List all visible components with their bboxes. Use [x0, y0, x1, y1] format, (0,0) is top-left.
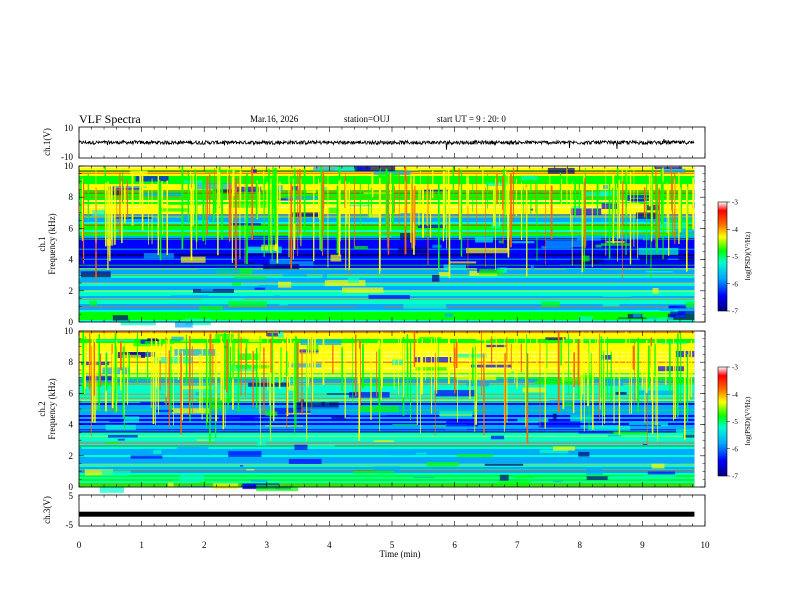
- cb2-ticks-label--4: -4: [732, 391, 738, 399]
- spec2-ytick-2: 2: [69, 451, 74, 461]
- ch2-colorbar-label: log(PSD)(V²/Hz): [744, 396, 752, 445]
- spec1-ytick-8: 8: [69, 192, 74, 202]
- ch3-signal-line: [79, 511, 695, 517]
- ch1-ylabel: ch.1(V): [42, 128, 52, 156]
- ch1-spectrogram-image: [79, 166, 695, 328]
- spec1-ytick-6: 6: [69, 223, 74, 233]
- spec1-ytick-10: 10: [64, 161, 74, 171]
- ch3-ylabel: ch.3(V): [42, 496, 52, 524]
- x-tick-label-0: 0: [77, 540, 82, 550]
- x-tick-label-2: 2: [202, 540, 207, 550]
- cb2-ticks-label--5: -5: [732, 418, 738, 426]
- spec2-ytick-8: 8: [69, 357, 74, 367]
- spec1-ytick-2: 2: [69, 286, 74, 296]
- ch1-colorbar-label: log(PSD)(V²/Hz): [744, 231, 752, 280]
- x-tick-label-7: 7: [515, 540, 520, 550]
- spec2-ytick-10: 10: [64, 326, 74, 336]
- x-tick-label-8: 8: [578, 540, 583, 550]
- ch1-waveform-panel: 10 -10 ch.1(V): [42, 123, 706, 162]
- cb1-ticks-label--4: -4: [732, 226, 738, 234]
- ch3-signal-panel: 5 -5 ch.3(V): [42, 491, 706, 530]
- cb1-ticks-label--3: -3: [732, 199, 738, 207]
- ch3-ytick-bottom: -5: [66, 520, 74, 530]
- ch3-ytick-top: 5: [69, 491, 74, 501]
- station-label: station=OUJ: [344, 114, 390, 124]
- x-tick-label-3: 3: [265, 540, 270, 550]
- start-ut-label: start UT = 9 : 20: 0: [437, 114, 506, 124]
- ch1-channel-label: ch.1: [37, 236, 47, 251]
- cb2-ticks-label--3: -3: [732, 364, 738, 372]
- spec2-ytick-0: 0: [69, 482, 74, 492]
- ch1-colorbar: [717, 201, 728, 312]
- x-axis-label: Time (min): [380, 549, 421, 559]
- ch2-spectrogram-image: [79, 331, 695, 493]
- chart-title: VLF Spectra: [79, 112, 141, 126]
- ch1-ytick-bottom: -10: [61, 152, 73, 162]
- x-tick-label-6: 6: [452, 540, 457, 550]
- ch1-freq-label: Frequency (kHz): [47, 213, 57, 274]
- x-tick-label-4: 4: [327, 540, 332, 550]
- x-tick-label-10: 10: [701, 540, 711, 550]
- spec1-ytick-0: 0: [69, 317, 74, 327]
- spec2-ytick-4: 4: [69, 420, 74, 430]
- cb1-ticks-label--6: -6: [732, 280, 738, 288]
- cb1-ticks-label--7: -7: [732, 308, 738, 316]
- ch2-channel-label: ch.2: [37, 401, 47, 416]
- ch2-freq-label: Frequency (kHz): [47, 378, 57, 439]
- ch1-ytick-top: 10: [64, 123, 74, 133]
- cb2-ticks-label--7: -7: [732, 473, 738, 481]
- ch2-colorbar: [717, 366, 728, 477]
- spec1-ytick-4: 4: [69, 255, 74, 265]
- spec2-ytick-6: 6: [69, 388, 74, 398]
- date-label: Mar.16, 2026: [250, 114, 299, 124]
- x-tick-label-1: 1: [139, 540, 144, 550]
- x-tick-label-9: 9: [640, 540, 645, 550]
- ch1-waveform-line: [78, 138, 695, 150]
- cb2-ticks-label--6: -6: [732, 445, 738, 453]
- x-tick-label-5: 5: [390, 540, 395, 550]
- cb1-ticks-label--5: -5: [732, 253, 738, 261]
